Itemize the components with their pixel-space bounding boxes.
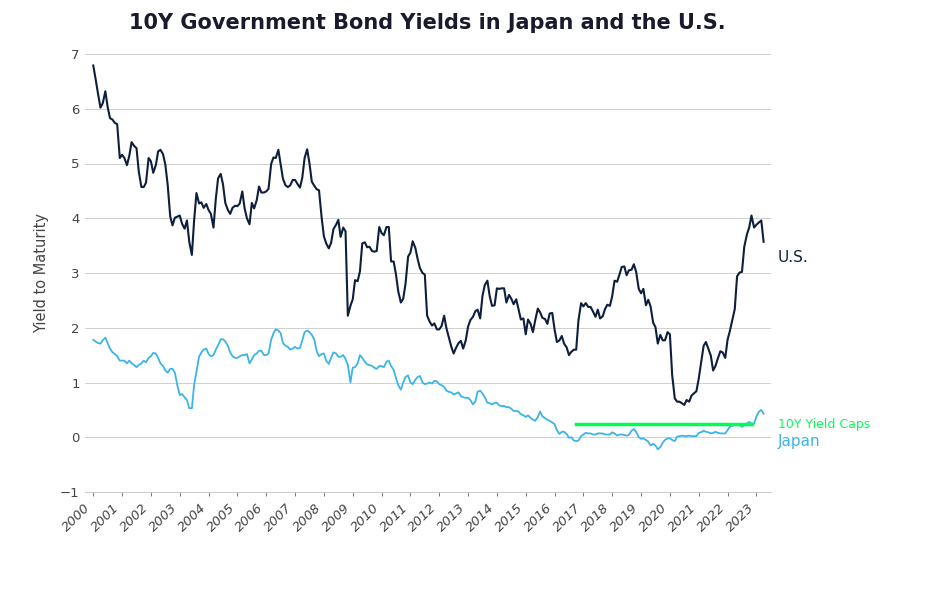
Text: Japan: Japan <box>777 434 821 449</box>
Y-axis label: Yield to Maturity: Yield to Maturity <box>34 213 49 333</box>
Text: 10Y Yield Caps: 10Y Yield Caps <box>777 418 870 431</box>
Text: U.S.: U.S. <box>777 250 808 265</box>
Title: 10Y Government Bond Yields in Japan and the U.S.: 10Y Government Bond Yields in Japan and … <box>130 13 726 33</box>
